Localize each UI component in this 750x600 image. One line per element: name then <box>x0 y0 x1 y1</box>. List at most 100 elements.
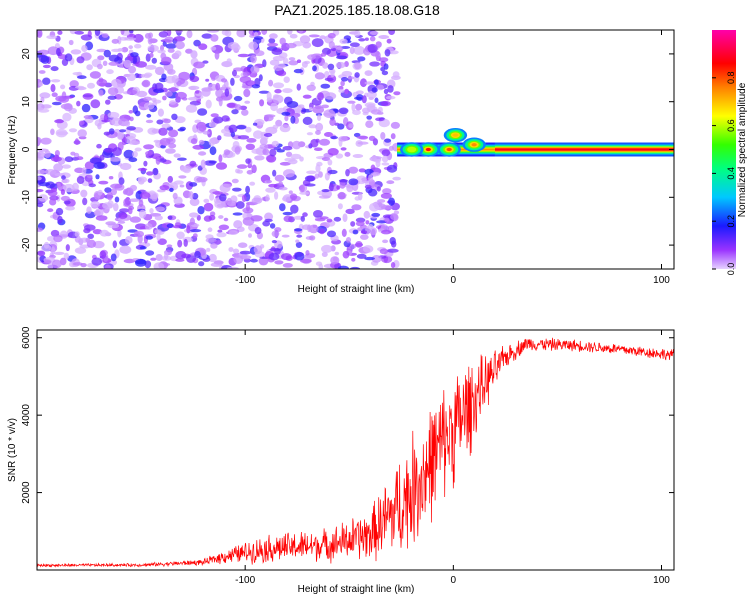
heatmap-noise-cell <box>177 157 187 161</box>
heatmap-noise-cell <box>329 182 334 192</box>
heatmap-noise-cell <box>163 118 171 124</box>
heatmap-noise-cell <box>144 223 153 230</box>
heatmap-noise-cell <box>37 188 44 193</box>
heatmap-noise-cell <box>321 157 331 161</box>
heatmap-noise-cell <box>393 210 400 215</box>
heatmap-noise-cell <box>252 122 258 126</box>
heatmap-noise-cell <box>282 196 292 202</box>
heatmap-noise-cell <box>360 78 367 88</box>
heatmap-noise-cell <box>234 146 241 155</box>
heatmap-noise-cell <box>64 53 73 62</box>
heatmap-noise-cell <box>238 242 248 248</box>
heatmap-noise-cell <box>50 79 61 83</box>
heatmap-noise-cell <box>37 30 43 38</box>
heatmap-noise-cell <box>357 56 366 62</box>
heatmap-noise-cell <box>254 50 265 57</box>
heatmap-noise-cell <box>321 244 333 253</box>
heatmap-noise-cell <box>193 61 205 69</box>
heatmap-noise-cell <box>221 128 230 134</box>
heatmap-noise-cell <box>201 88 211 97</box>
heatmap-noise-cell <box>298 30 304 33</box>
heatmap-noise-cell <box>89 71 101 79</box>
heatmap-noise-cell <box>49 198 57 206</box>
heatmap-noise-cell <box>159 137 171 146</box>
heatmap-noise-cell <box>134 110 141 117</box>
heatmap-noise-cell <box>47 236 55 242</box>
heatmap-noise-cell <box>127 65 137 74</box>
heatmap-noise-cell <box>220 78 228 83</box>
heatmap-noise-cell <box>390 213 398 220</box>
heatmap-noise-cell <box>226 197 232 205</box>
heatmap-noise-cell <box>60 189 65 195</box>
heatmap-noise-cell <box>261 30 268 35</box>
heatmap-noise-cell <box>74 30 84 35</box>
heatmap-noise-cell <box>54 172 65 177</box>
heatmap-noise-cell <box>106 191 113 201</box>
heatmap-noise-cell <box>60 84 66 90</box>
heatmap-noise-cell <box>53 235 63 243</box>
heatmap-noise-cell <box>157 49 166 54</box>
heatmap-noise-cell <box>314 147 323 151</box>
heatmap-noise-cell <box>209 146 217 156</box>
heatmap-noise-cell <box>137 167 148 171</box>
heatmap-noise-cell <box>117 48 124 52</box>
heatmap-noise-cell <box>251 164 257 174</box>
heatmap-noise-cell <box>390 133 396 140</box>
heatmap-noise-cell <box>361 95 367 104</box>
heatmap-noise-cell <box>202 60 209 64</box>
heatmap-noise-cell <box>126 89 138 95</box>
heatmap-noise-cell <box>179 184 185 188</box>
heatmap-noise-cell <box>61 164 71 169</box>
heatmap-noise-cell <box>364 256 375 261</box>
heatmap-noise-cell <box>268 38 276 44</box>
heatmap-noise-cell <box>227 42 239 50</box>
heatmap-noise-cell <box>319 35 326 40</box>
heatmap-noise-cell <box>258 90 270 94</box>
heatmap-noise-cell <box>57 215 63 224</box>
heatmap-noise-cell <box>321 104 329 109</box>
heatmap-noise-cell <box>152 167 159 176</box>
heatmap-noise-cell <box>307 224 312 233</box>
heatmap-noise-cell <box>281 234 290 238</box>
heatmap-noise-cell <box>263 133 273 137</box>
heatmap-noise-cell <box>76 156 84 161</box>
heatmap-noise-cell <box>96 78 108 87</box>
colorbar-tick-label: 0.8 <box>726 72 736 85</box>
heatmap-noise-cell <box>296 234 303 238</box>
heatmap-noise-cell <box>342 250 350 259</box>
heatmap-noise-cell <box>251 197 263 204</box>
heatmap-noise-cell <box>338 107 349 115</box>
heatmap-noise-cell <box>329 118 336 127</box>
heatmap-noise-cell <box>390 262 396 269</box>
heatmap-noise-cell <box>213 116 224 124</box>
heatmap-noise-cell <box>146 113 152 118</box>
heatmap-noise-cell <box>166 244 173 248</box>
y-tick-label: 4000 <box>21 404 32 427</box>
heatmap-noise-cell <box>341 77 349 82</box>
heatmap-noise-cell <box>306 132 313 136</box>
heatmap-signal-peak <box>471 143 477 147</box>
heatmap-noise-cell <box>44 169 57 175</box>
heatmap-noise-cell <box>281 253 292 261</box>
heatmap-noise-cell <box>369 36 376 42</box>
heatmap-noise-cell <box>216 232 227 238</box>
heatmap-noise-cell <box>203 202 214 212</box>
heatmap-noise-cell <box>282 88 293 94</box>
heatmap-noise-cell <box>268 252 280 261</box>
heatmap-noise-cell <box>355 90 364 95</box>
heatmap-noise-cell <box>340 46 351 49</box>
heatmap-noise-cell <box>339 38 348 44</box>
heatmap-noise-cell <box>272 124 279 130</box>
heatmap-noise-cell <box>250 65 260 74</box>
heatmap-noise-cell <box>348 123 354 129</box>
heatmap-noise-cell <box>57 30 63 35</box>
heatmap-noise-cell <box>125 129 131 134</box>
heatmap-noise-cell <box>65 244 70 252</box>
heatmap-noise-cell <box>380 132 386 140</box>
heatmap-noise-cell <box>326 218 333 223</box>
heatmap-noise-cell <box>108 61 119 66</box>
heatmap-noise-cell <box>300 258 312 264</box>
heatmap-noise-cell <box>168 143 177 149</box>
heatmap-noise-cell <box>37 202 44 208</box>
heatmap-noise-cell <box>81 103 91 113</box>
